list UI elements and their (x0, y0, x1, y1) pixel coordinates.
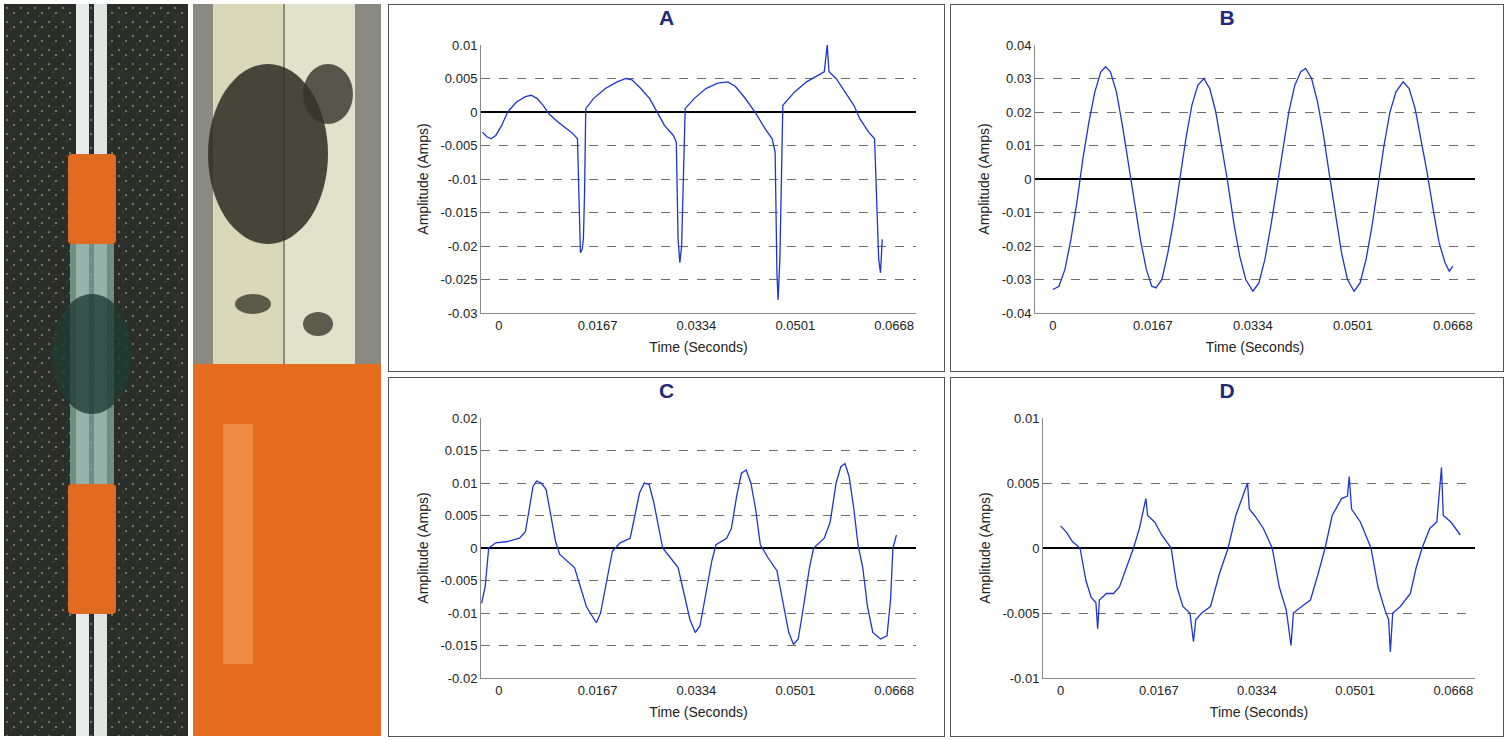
svg-text:0.0167: 0.0167 (578, 318, 618, 333)
svg-text:Time (Seconds): Time (Seconds) (1210, 704, 1308, 720)
svg-text:-0.03: -0.03 (448, 306, 478, 321)
svg-text:B: B (1219, 6, 1234, 29)
svg-text:-0.02: -0.02 (448, 239, 478, 254)
svg-text:Amplitude (Amps): Amplitude (Amps) (976, 123, 992, 234)
svg-text:0.0501: 0.0501 (1333, 318, 1373, 333)
svg-text:-0.015: -0.015 (441, 205, 478, 220)
svg-text:0.0501: 0.0501 (1335, 683, 1375, 698)
svg-text:0.01: 0.01 (1014, 411, 1039, 426)
svg-text:0.0334: 0.0334 (677, 683, 717, 698)
svg-text:-0.01: -0.01 (1002, 205, 1032, 220)
svg-text:-0.005: -0.005 (1003, 606, 1040, 621)
svg-text:0: 0 (1032, 541, 1039, 556)
svg-text:-0.01: -0.01 (1010, 671, 1040, 686)
svg-text:D: D (1219, 379, 1234, 402)
svg-text:Time (Seconds): Time (Seconds) (649, 704, 747, 720)
svg-text:0.005: 0.005 (445, 508, 478, 523)
svg-text:0.04: 0.04 (1006, 38, 1031, 53)
svg-text:Amplitude (Amps): Amplitude (Amps) (415, 492, 431, 603)
svg-text:-0.02: -0.02 (1002, 239, 1032, 254)
svg-text:0.0334: 0.0334 (677, 318, 717, 333)
svg-text:0.0668: 0.0668 (874, 318, 914, 333)
svg-text:0.0501: 0.0501 (775, 683, 815, 698)
svg-text:Time (Seconds): Time (Seconds) (1206, 339, 1304, 355)
svg-text:A: A (659, 6, 674, 29)
svg-text:-0.025: -0.025 (441, 272, 478, 287)
svg-text:0.02: 0.02 (452, 411, 477, 426)
svg-text:-0.01: -0.01 (448, 606, 478, 621)
svg-text:C: C (659, 379, 674, 402)
svg-text:0: 0 (470, 105, 477, 120)
svg-text:0.0334: 0.0334 (1233, 318, 1273, 333)
svg-text:0: 0 (495, 683, 502, 698)
svg-text:0.015: 0.015 (445, 443, 478, 458)
svg-text:-0.01: -0.01 (448, 172, 478, 187)
svg-text:0.02: 0.02 (1006, 105, 1031, 120)
svg-text:0.0668: 0.0668 (874, 683, 914, 698)
svg-text:0: 0 (470, 541, 477, 556)
svg-text:0.01: 0.01 (1006, 138, 1031, 153)
svg-text:Time (Seconds): Time (Seconds) (649, 339, 747, 355)
svg-text:0.01: 0.01 (452, 38, 477, 53)
svg-text:0: 0 (1024, 172, 1031, 187)
svg-text:-0.005: -0.005 (441, 138, 478, 153)
svg-text:0.0334: 0.0334 (1237, 683, 1277, 698)
svg-text:0.005: 0.005 (1007, 476, 1040, 491)
svg-text:0.0167: 0.0167 (578, 683, 618, 698)
svg-text:0.0501: 0.0501 (775, 318, 815, 333)
svg-text:0.03: 0.03 (1006, 71, 1031, 86)
svg-text:0.0668: 0.0668 (1433, 318, 1473, 333)
svg-text:-0.04: -0.04 (1002, 306, 1032, 321)
svg-text:0: 0 (1049, 318, 1056, 333)
svg-text:-0.005: -0.005 (441, 573, 478, 588)
svg-text:0.01: 0.01 (452, 476, 477, 491)
svg-text:-0.015: -0.015 (441, 638, 478, 653)
svg-text:0.0668: 0.0668 (1433, 683, 1473, 698)
svg-text:-0.03: -0.03 (1002, 272, 1032, 287)
svg-text:0.005: 0.005 (445, 71, 478, 86)
svg-text:0: 0 (495, 318, 502, 333)
svg-text:Amplitude (Amps): Amplitude (Amps) (415, 123, 431, 234)
svg-text:0.0167: 0.0167 (1133, 318, 1173, 333)
svg-text:-0.02: -0.02 (448, 671, 478, 686)
svg-text:Amplitude (Amps): Amplitude (Amps) (977, 492, 993, 603)
svg-text:0.0167: 0.0167 (1139, 683, 1179, 698)
svg-text:0: 0 (1057, 683, 1064, 698)
